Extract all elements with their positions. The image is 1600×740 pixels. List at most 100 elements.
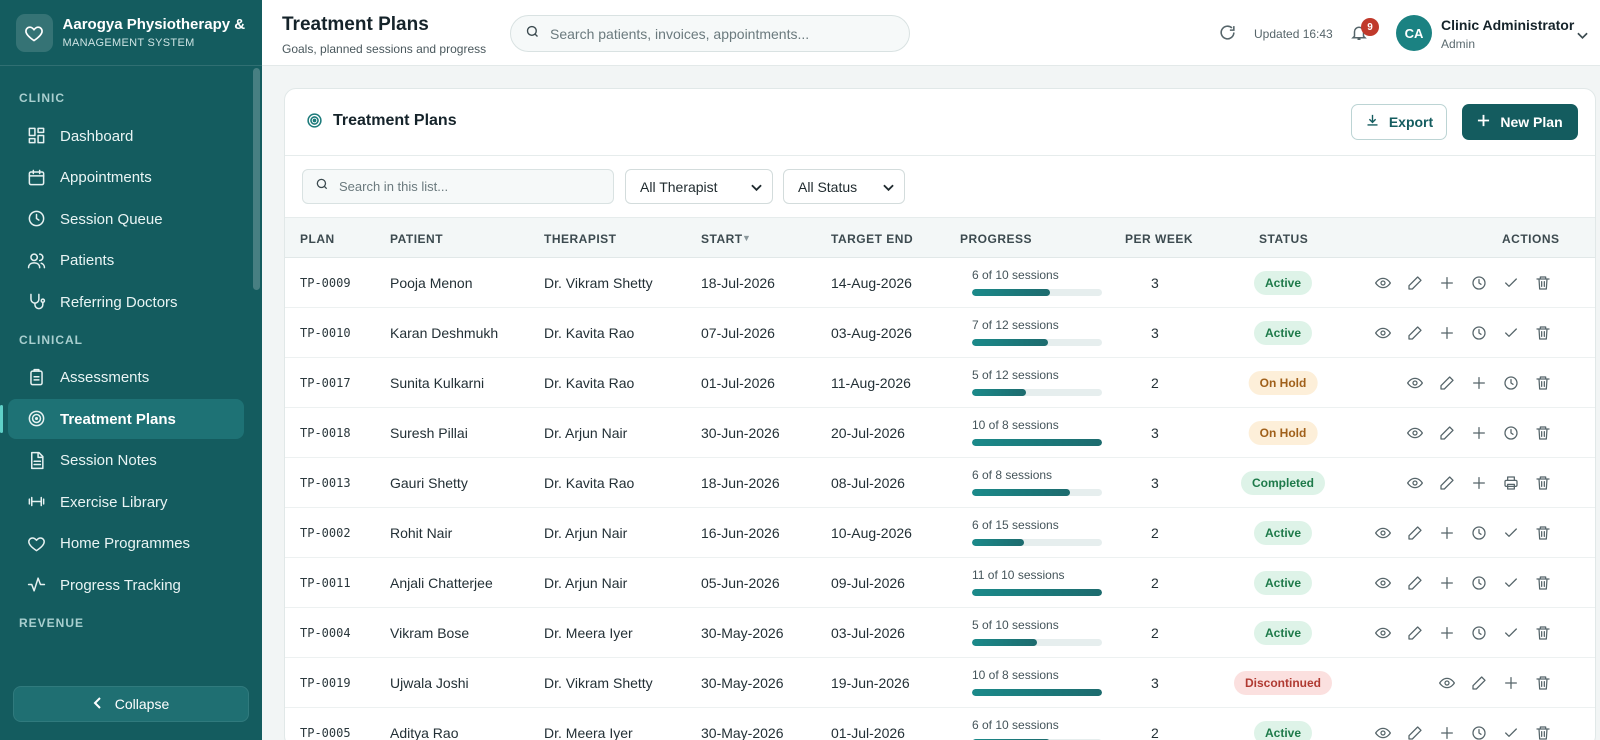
table-row[interactable]: TP-0011 Anjali Chatterjee Dr. Arjun Nair 05… <box>285 558 1595 608</box>
table-row[interactable]: TP-0005 Aditya Rao Dr. Meera Iyer 30-May-20… <box>285 708 1595 740</box>
sidebar-item-treatment-plans[interactable]: Treatment Plans <box>0 399 244 439</box>
patient-name[interactable]: Sunita Kulkarni <box>390 375 485 391</box>
edit-icon[interactable] <box>1439 375 1455 391</box>
list-search[interactable] <box>302 169 614 204</box>
add-session-icon[interactable] <box>1439 525 1455 541</box>
check-icon[interactable] <box>1503 275 1519 291</box>
history-icon[interactable] <box>1471 325 1487 341</box>
add-session-icon[interactable] <box>1439 575 1455 591</box>
sidebar-item-appointments[interactable]: Appointments <box>8 158 244 198</box>
col-progress[interactable]: PROGRESS <box>960 232 1033 246</box>
trash-icon[interactable] <box>1535 325 1551 341</box>
table-row[interactable]: TP-0017 Sunita Kulkarni Dr. Kavita Rao 01-J… <box>285 358 1595 408</box>
view-icon[interactable] <box>1375 725 1391 740</box>
plan-id[interactable]: TP-0010 <box>300 326 351 340</box>
view-icon[interactable] <box>1439 675 1455 691</box>
add-session-icon[interactable] <box>1471 425 1487 441</box>
add-session-icon[interactable] <box>1439 725 1455 740</box>
trash-icon[interactable] <box>1535 275 1551 291</box>
col-plan[interactable]: PLAN <box>300 232 335 246</box>
sidebar-item-dashboard[interactable]: Dashboard <box>8 116 244 156</box>
trash-icon[interactable] <box>1535 675 1551 691</box>
table-row[interactable]: TP-0009 Pooja Menon Dr. Vikram Shetty 18-Ju… <box>285 258 1595 308</box>
history-icon[interactable] <box>1471 625 1487 641</box>
history-icon[interactable] <box>1471 525 1487 541</box>
trash-icon[interactable] <box>1535 475 1551 491</box>
view-icon[interactable] <box>1407 475 1423 491</box>
add-session-icon[interactable] <box>1471 475 1487 491</box>
history-icon[interactable] <box>1471 575 1487 591</box>
sidebar-item-assessments[interactable]: Assessments <box>8 358 244 398</box>
print-icon[interactable] <box>1503 475 1519 491</box>
therapist-filter-select[interactable]: All Therapist <box>625 169 773 204</box>
col-therapist[interactable]: THERAPIST <box>544 232 617 246</box>
edit-icon[interactable] <box>1439 475 1455 491</box>
col-per-week[interactable]: PER WEEK <box>1125 232 1194 246</box>
avatar[interactable]: CA <box>1396 15 1432 51</box>
edit-icon[interactable] <box>1407 725 1423 740</box>
sort-down-icon[interactable]: ▼ <box>742 233 752 243</box>
view-icon[interactable] <box>1375 575 1391 591</box>
check-icon[interactable] <box>1503 625 1519 641</box>
patient-name[interactable]: Aditya Rao <box>390 725 459 740</box>
new-plan-button[interactable]: New Plan <box>1462 104 1578 140</box>
check-icon[interactable] <box>1503 325 1519 341</box>
export-button[interactable]: Export <box>1351 104 1447 140</box>
history-icon[interactable] <box>1471 275 1487 291</box>
sidebar-item-progress-tracking[interactable]: Progress Tracking <box>8 565 244 605</box>
edit-icon[interactable] <box>1439 425 1455 441</box>
sidebar-item-referring-doctors[interactable]: Referring Doctors <box>8 282 244 322</box>
view-icon[interactable] <box>1375 625 1391 641</box>
table-row[interactable]: TP-0004 Vikram Bose Dr. Meera Iyer 30-May-2… <box>285 608 1595 658</box>
table-row[interactable]: TP-0010 Karan Deshmukh Dr. Kavita Rao 07-Ju… <box>285 308 1595 358</box>
trash-icon[interactable] <box>1535 525 1551 541</box>
patient-name[interactable]: Pooja Menon <box>390 275 473 291</box>
patient-name[interactable]: Rohit Nair <box>390 525 453 541</box>
trash-icon[interactable] <box>1535 575 1551 591</box>
check-icon[interactable] <box>1503 725 1519 740</box>
plan-id[interactable]: TP-0018 <box>300 426 351 440</box>
sidebar-scrollbar[interactable] <box>253 68 260 290</box>
global-search-input[interactable] <box>550 25 880 42</box>
sidebar-item-patients[interactable]: Patients <box>8 241 244 281</box>
patient-name[interactable]: Vikram Bose <box>390 625 470 641</box>
history-icon[interactable] <box>1503 375 1519 391</box>
view-icon[interactable] <box>1407 425 1423 441</box>
view-icon[interactable] <box>1375 325 1391 341</box>
add-session-icon[interactable] <box>1439 325 1455 341</box>
table-row[interactable]: TP-0013 Gauri Shetty Dr. Kavita Rao 18-Jun-… <box>285 458 1595 508</box>
patient-name[interactable]: Ujwala Joshi <box>390 675 469 691</box>
patient-name[interactable]: Anjali Chatterjee <box>390 575 493 591</box>
edit-icon[interactable] <box>1407 325 1423 341</box>
patient-name[interactable]: Suresh Pillai <box>390 425 468 441</box>
history-icon[interactable] <box>1503 425 1519 441</box>
plan-id[interactable]: TP-0005 <box>300 726 351 740</box>
patient-name[interactable]: Karan Deshmukh <box>390 325 499 341</box>
sidebar-item-session-notes[interactable]: Session Notes <box>8 441 244 481</box>
table-row[interactable]: TP-0018 Suresh Pillai Dr. Arjun Nair 30-Jun… <box>285 408 1595 458</box>
trash-icon[interactable] <box>1535 425 1551 441</box>
add-session-icon[interactable] <box>1439 625 1455 641</box>
sidebar-item-session-queue[interactable]: Session Queue <box>8 199 244 239</box>
table-row[interactable]: TP-0002 Rohit Nair Dr. Arjun Nair 16-Jun-20… <box>285 508 1595 558</box>
plan-id[interactable]: TP-0017 <box>300 376 351 390</box>
col-target-end[interactable]: TARGET END <box>831 232 914 246</box>
view-icon[interactable] <box>1375 275 1391 291</box>
plan-id[interactable]: TP-0019 <box>300 676 351 690</box>
plan-id[interactable]: TP-0004 <box>300 626 351 640</box>
view-icon[interactable] <box>1407 375 1423 391</box>
edit-icon[interactable] <box>1407 625 1423 641</box>
chevron-down-icon[interactable] <box>1577 27 1588 45</box>
col-start[interactable]: START <box>701 232 743 246</box>
refresh-icon[interactable] <box>1218 23 1237 47</box>
add-session-icon[interactable] <box>1503 675 1519 691</box>
plan-id[interactable]: TP-0009 <box>300 276 351 290</box>
trash-icon[interactable] <box>1535 375 1551 391</box>
plan-id[interactable]: TP-0011 <box>300 576 351 590</box>
check-icon[interactable] <box>1503 525 1519 541</box>
check-icon[interactable] <box>1503 575 1519 591</box>
user-name[interactable]: Clinic Administrator <box>1441 17 1575 33</box>
table-row[interactable]: TP-0019 Ujwala Joshi Dr. Vikram Shetty 30-M… <box>285 658 1595 708</box>
add-session-icon[interactable] <box>1439 275 1455 291</box>
plan-id[interactable]: TP-0002 <box>300 526 351 540</box>
